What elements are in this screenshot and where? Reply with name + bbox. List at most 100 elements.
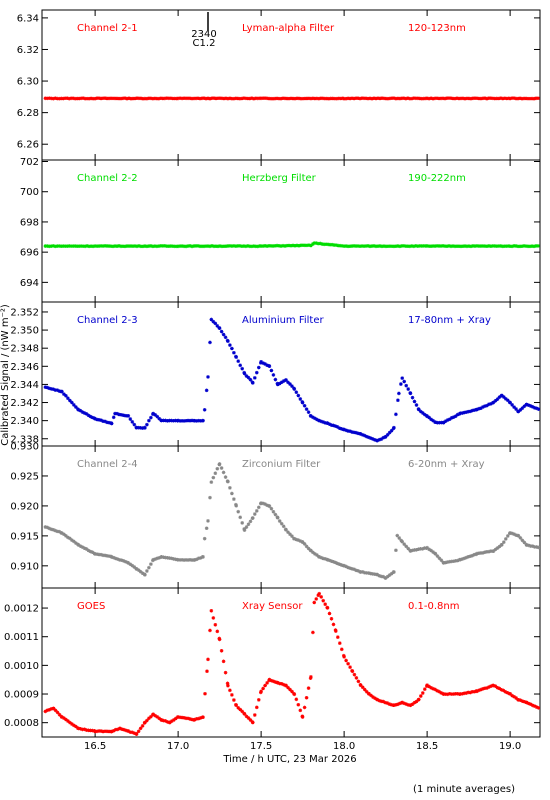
- data-point: [312, 241, 317, 245]
- data-point: [161, 555, 166, 560]
- data-point: [163, 244, 167, 248]
- data-point: [79, 244, 83, 248]
- data-point: [514, 407, 518, 411]
- y-tick-label: 0.930: [10, 442, 39, 453]
- data-point: [402, 701, 407, 706]
- data-point: [119, 244, 123, 249]
- data-point: [350, 96, 354, 101]
- data-point: [455, 692, 460, 696]
- data-point: [410, 96, 414, 101]
- data-point: [91, 96, 95, 101]
- data-point: [240, 96, 244, 101]
- data-point: [211, 616, 216, 620]
- data-point: [43, 385, 48, 389]
- data-point: [192, 244, 196, 248]
- data-point: [70, 722, 74, 726]
- data-point: [296, 393, 301, 398]
- data-point: [279, 521, 284, 526]
- data-point: [505, 690, 510, 695]
- data-point: [342, 563, 346, 568]
- data-point: [337, 426, 342, 430]
- panel-frame: [41, 587, 541, 738]
- data-point: [167, 418, 172, 423]
- y-tick-label: 6.26: [17, 140, 39, 151]
- data-point: [97, 418, 101, 422]
- data-point: [273, 377, 278, 382]
- data-point: [188, 96, 192, 101]
- data-point: [265, 363, 269, 368]
- data-point: [47, 96, 52, 100]
- data-point: [151, 244, 155, 249]
- data-point: [449, 559, 454, 564]
- data-point: [386, 244, 390, 249]
- data-point: [412, 399, 417, 404]
- data-point: [77, 96, 81, 101]
- data-point: [463, 244, 467, 248]
- data-point: [485, 403, 489, 408]
- data-point: [329, 559, 334, 563]
- data-point: [206, 96, 210, 101]
- data-point: [532, 704, 537, 708]
- data-point: [149, 96, 153, 101]
- data-point: [329, 423, 334, 427]
- data-point: [304, 407, 309, 411]
- data-point: [217, 326, 222, 330]
- data-point: [182, 244, 186, 249]
- data-point: [329, 96, 333, 101]
- data-point: [196, 418, 201, 423]
- data-point: [526, 701, 531, 706]
- data-point: [123, 244, 127, 249]
- data-point: [242, 96, 246, 100]
- data-point: [277, 681, 282, 686]
- data-point: [51, 244, 56, 248]
- data-point: [514, 244, 518, 248]
- data-point: [451, 96, 455, 101]
- data-point: [404, 96, 408, 101]
- data-point: [408, 244, 412, 249]
- data-point: [336, 635, 340, 639]
- data-point: [392, 244, 396, 249]
- data-point: [269, 506, 274, 511]
- data-point: [103, 419, 107, 424]
- data-point: [475, 551, 479, 556]
- data-point: [84, 412, 89, 416]
- data-point: [273, 96, 277, 101]
- data-point: [64, 393, 68, 398]
- data-point: [159, 244, 163, 248]
- data-point: [370, 244, 374, 248]
- data-point: [83, 244, 87, 249]
- data-point: [62, 716, 66, 720]
- data-point: [85, 96, 89, 101]
- data-point: [532, 244, 536, 249]
- data-point: [425, 545, 429, 550]
- data-point: [155, 715, 160, 719]
- data-point: [136, 729, 141, 734]
- data-point: [352, 244, 356, 248]
- data-point: [161, 418, 166, 423]
- data-point: [147, 565, 151, 570]
- data-point: [520, 699, 525, 703]
- data-point: [204, 388, 209, 393]
- y-tick-label: 6.30: [17, 77, 39, 88]
- data-point: [346, 565, 350, 570]
- data-point: [416, 96, 420, 101]
- data-point: [412, 548, 417, 552]
- data-point: [78, 727, 83, 731]
- data-point: [435, 244, 439, 248]
- data-point: [147, 716, 151, 721]
- data-point: [354, 430, 358, 435]
- data-point: [196, 716, 201, 721]
- data-point: [431, 96, 435, 101]
- data-point: [269, 244, 273, 248]
- data-point: [196, 96, 200, 101]
- data-point: [524, 543, 529, 547]
- data-point: [516, 409, 521, 414]
- data-point: [323, 421, 327, 425]
- data-point: [192, 418, 197, 423]
- data-point: [441, 96, 445, 101]
- data-point: [113, 244, 117, 248]
- data-point: [427, 684, 431, 689]
- data-point: [145, 96, 149, 101]
- y-tick-label: 0.0009: [4, 690, 39, 701]
- data-point: [145, 244, 149, 249]
